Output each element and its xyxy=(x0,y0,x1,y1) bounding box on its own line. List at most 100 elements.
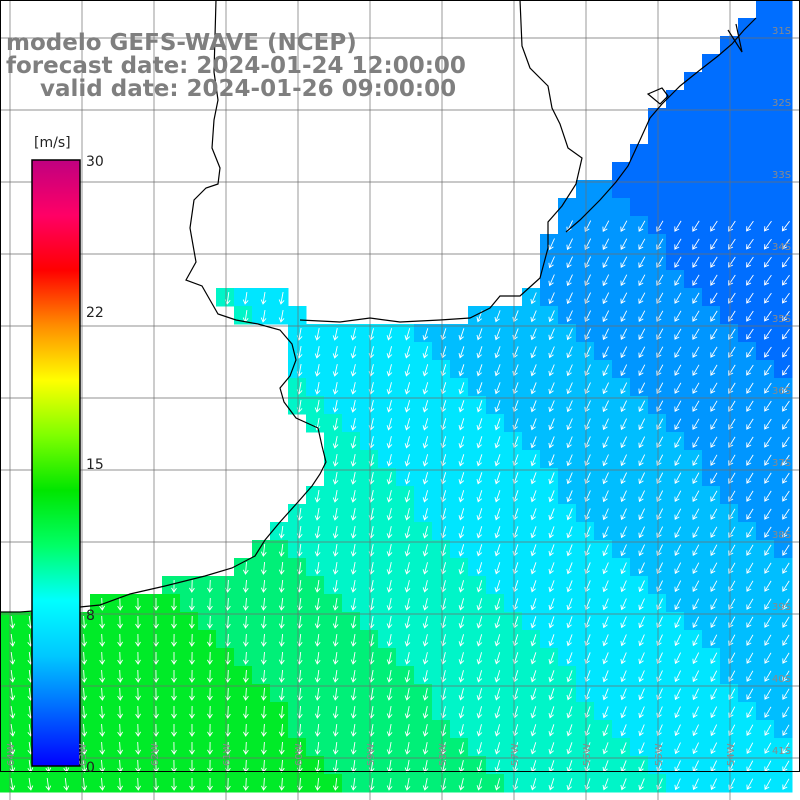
wind-speed-cell xyxy=(504,468,523,487)
wind-arrow xyxy=(764,508,772,520)
wind-arrow xyxy=(674,328,682,340)
wind-speed-cell xyxy=(720,324,739,343)
wind-arrow xyxy=(782,526,790,538)
wind-speed-cell xyxy=(468,648,487,667)
wind-arrow xyxy=(638,742,645,755)
wind-speed-cell xyxy=(162,774,181,793)
wind-speed-cell xyxy=(144,630,163,649)
wind-speed-cell xyxy=(522,450,541,469)
lat-label: 34S xyxy=(772,242,791,253)
wind-speed-cell xyxy=(342,666,361,685)
wind-speed-cell xyxy=(684,72,703,91)
lon-label: 58W xyxy=(438,743,449,766)
wind-speed-cell xyxy=(756,342,775,361)
wind-arrow xyxy=(332,454,339,467)
wind-speed-cell xyxy=(306,702,325,721)
wind-arrow xyxy=(746,688,754,701)
wind-speed-cell xyxy=(342,414,361,433)
wind-arrow xyxy=(746,256,754,268)
wind-arrow xyxy=(674,562,682,575)
wind-arrow xyxy=(260,597,267,611)
wind-speed-cell xyxy=(774,270,793,289)
wind-speed-cell xyxy=(414,720,433,739)
wind-arrow xyxy=(135,597,141,611)
wind-arrow xyxy=(530,580,537,593)
wind-speed-cell xyxy=(612,414,631,433)
lat-label: 31S xyxy=(772,26,791,37)
wind-speed-cell xyxy=(450,630,469,649)
wind-speed-cell xyxy=(630,216,649,235)
wind-arrow xyxy=(494,310,501,323)
wind-arrow xyxy=(81,615,87,629)
wind-arrow xyxy=(422,418,429,431)
wind-arrow xyxy=(404,652,411,665)
wind-arrow xyxy=(422,742,429,755)
wind-speed-cell xyxy=(702,576,721,595)
wind-speed-cell xyxy=(540,252,559,271)
wind-speed-cell xyxy=(756,360,775,379)
wind-speed-cell xyxy=(702,72,721,91)
wind-speed-cell xyxy=(90,720,109,739)
wind-speed-cell xyxy=(594,702,613,721)
wind-arrow xyxy=(350,508,357,521)
wind-speed-cell xyxy=(504,522,523,541)
wind-speed-cell xyxy=(504,684,523,703)
wind-speed-cell xyxy=(378,612,397,631)
wind-arrow xyxy=(602,454,609,467)
wind-speed-cell xyxy=(558,540,577,559)
wind-speed-cell xyxy=(558,666,577,685)
wind-speed-cell xyxy=(720,414,739,433)
wind-speed-cell xyxy=(144,684,163,703)
wind-arrow xyxy=(117,723,123,737)
wind-arrow xyxy=(476,400,483,413)
wind-arrow xyxy=(314,687,321,701)
wind-arrow xyxy=(368,508,375,521)
wind-speed-cell xyxy=(756,306,775,325)
wind-arrow xyxy=(692,634,700,647)
wind-speed-cell xyxy=(162,666,181,685)
wind-speed-cell xyxy=(126,774,145,793)
wind-arrow xyxy=(674,238,682,250)
wind-speed-cell xyxy=(18,774,37,793)
wind-arrow xyxy=(710,346,718,358)
wind-speed-cell xyxy=(414,450,433,469)
wind-arrow xyxy=(674,256,682,268)
wind-arrow xyxy=(494,436,501,449)
wind-speed-cell xyxy=(738,108,757,127)
wind-arrow xyxy=(782,274,790,286)
wind-speed-cell xyxy=(306,756,325,775)
wind-speed-cell xyxy=(702,126,721,145)
wind-speed-cell xyxy=(126,612,145,631)
wind-speed-cell xyxy=(522,432,541,451)
wind-arrow xyxy=(350,346,357,359)
wind-speed-cell xyxy=(630,324,649,343)
wind-speed-cell xyxy=(450,666,469,685)
wind-speed-cell xyxy=(306,324,325,343)
wind-speed-cell xyxy=(522,648,541,667)
wind-speed-cell xyxy=(720,774,739,793)
wind-arrow xyxy=(782,382,790,394)
wind-speed-cell xyxy=(252,306,271,325)
wind-speed-cell xyxy=(702,414,721,433)
wind-speed-cell xyxy=(198,720,217,739)
wind-arrow xyxy=(566,256,574,269)
wind-arrow xyxy=(404,382,411,395)
wind-speed-cell xyxy=(612,216,631,235)
wind-arrow xyxy=(440,688,447,701)
wind-arrow xyxy=(386,526,393,539)
wind-arrow xyxy=(117,741,123,755)
wind-arrow xyxy=(782,742,790,754)
wind-speed-cell xyxy=(756,504,775,523)
wind-speed-cell xyxy=(396,684,415,703)
wind-arrow xyxy=(764,382,772,394)
wind-arrow xyxy=(674,742,681,755)
wind-arrow xyxy=(476,436,483,449)
wind-speed-cell xyxy=(684,126,703,145)
wind-speed-cell xyxy=(234,756,253,775)
wind-arrow xyxy=(674,292,682,304)
wind-arrow xyxy=(260,651,267,665)
wind-speed-cell xyxy=(594,576,613,595)
wind-arrow xyxy=(368,454,375,467)
wind-arrow xyxy=(620,454,628,467)
wind-speed-cell xyxy=(756,270,775,289)
